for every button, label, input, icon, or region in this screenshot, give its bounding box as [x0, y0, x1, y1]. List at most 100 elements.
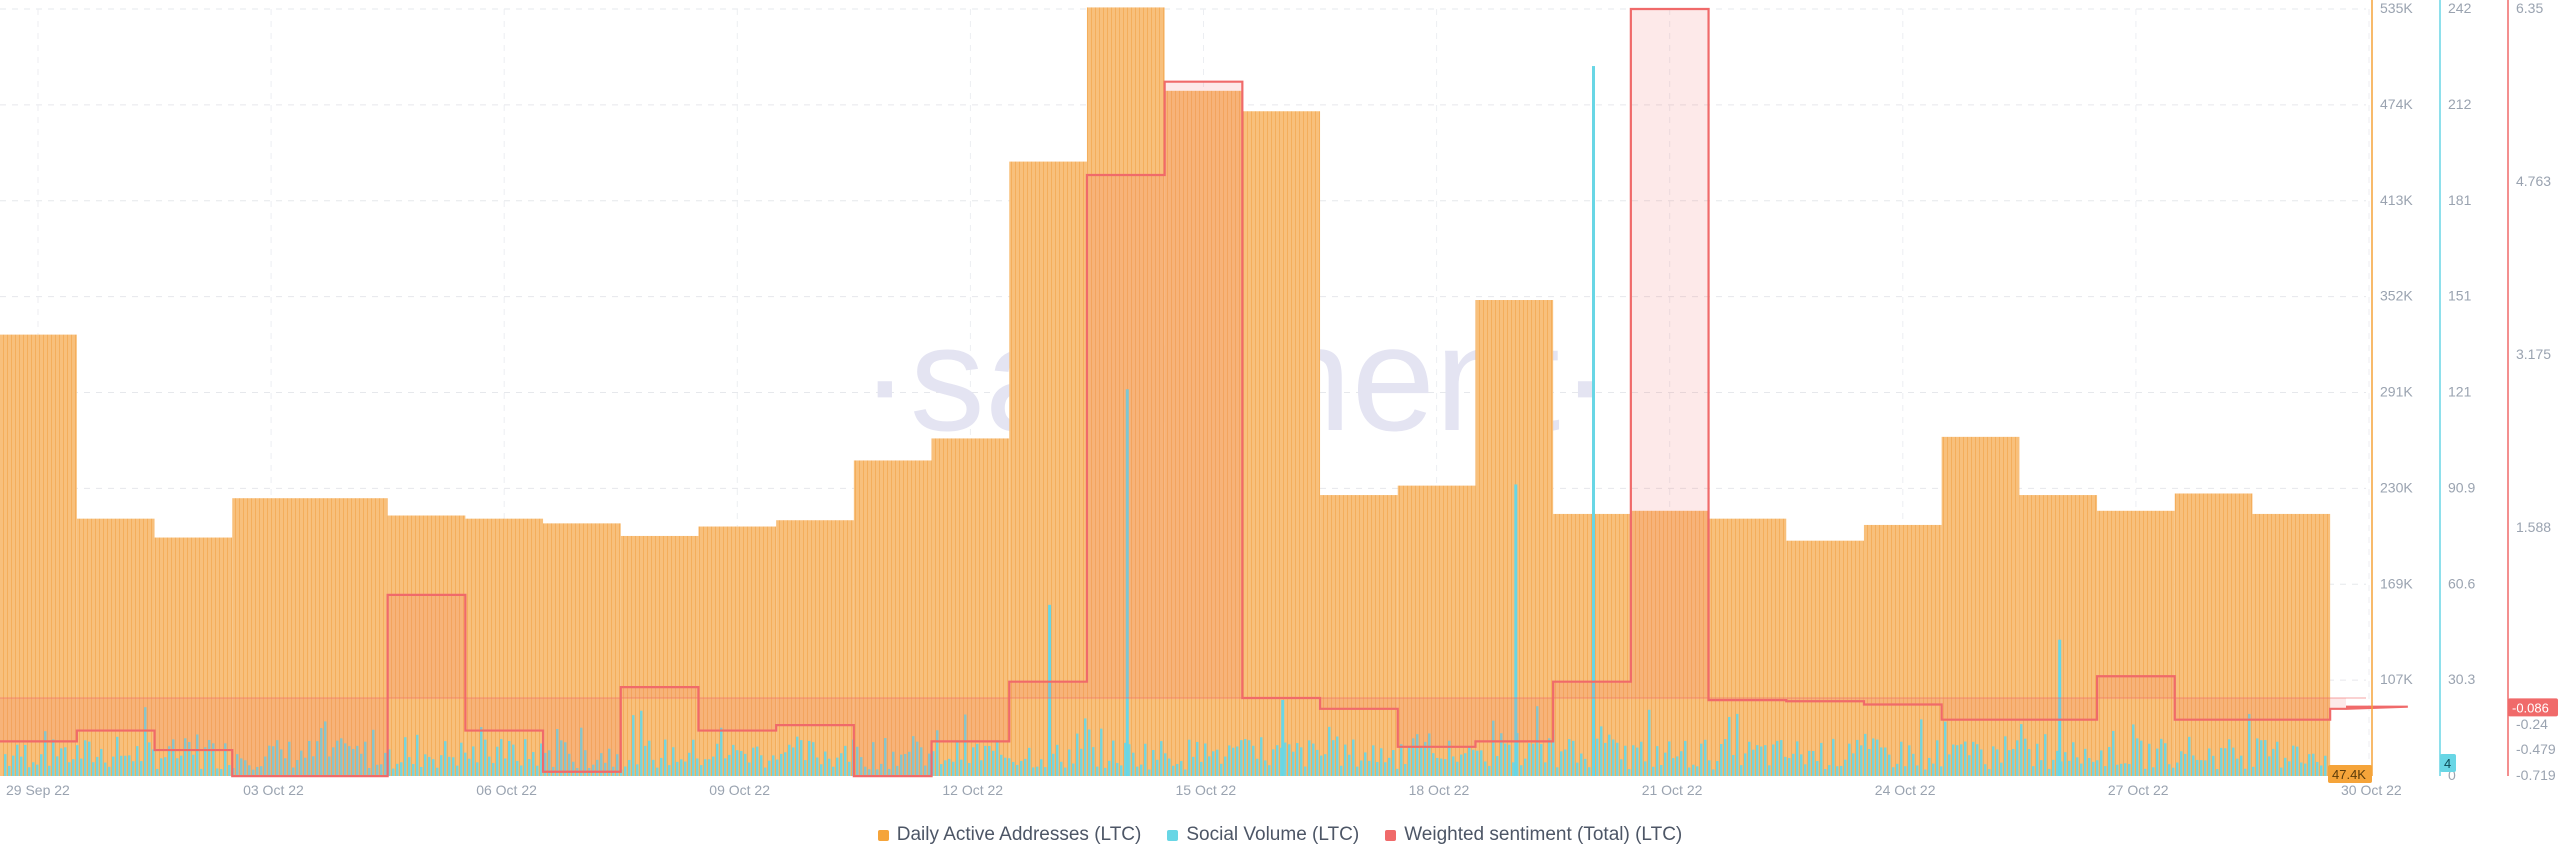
social-bar [1784, 756, 1787, 776]
social-bar [1844, 759, 1847, 776]
daa-bar [1863, 524, 1942, 776]
social-bar [628, 759, 631, 776]
social-bar [432, 759, 435, 776]
social-bar [1128, 744, 1131, 776]
social-bar [1324, 754, 1327, 776]
social-bar [520, 765, 523, 776]
social-bar [1496, 756, 1499, 776]
legend-item-sentiment[interactable]: Weighted sentiment (Total) (LTC) [1385, 824, 1682, 846]
social-bar [140, 761, 143, 776]
social-bar [1892, 767, 1895, 776]
sentiment-tick-label: -0.479 [2516, 741, 2556, 757]
daa-tick-label: 535K [2380, 0, 2413, 16]
social-bar [1272, 749, 1275, 776]
social-bar [424, 754, 427, 776]
daa-bar [1475, 300, 1554, 776]
sentiment-area [698, 697, 777, 731]
social-bar [804, 760, 807, 776]
social-bar [88, 741, 91, 776]
social-bar [1348, 754, 1351, 776]
social-bar [1080, 748, 1083, 776]
social-bar [440, 755, 443, 776]
social-bar [2196, 759, 2199, 776]
social-bar [1544, 762, 1547, 776]
social-bar [1052, 753, 1055, 776]
x-tick-label: 12 Oct 22 [942, 782, 1003, 798]
social-bar [764, 767, 767, 776]
social-bar [2092, 761, 2095, 776]
social-bar [344, 743, 347, 776]
social-bar [1584, 758, 1587, 776]
social-bar [2312, 753, 2315, 776]
sentiment-area [1086, 175, 1165, 698]
social-bar [1396, 768, 1399, 776]
sentiment-area [2097, 676, 2175, 698]
social-bar [1880, 747, 1883, 776]
sentiment-area [1475, 697, 1554, 742]
social-bar [2296, 746, 2299, 776]
social-bar [312, 756, 315, 776]
social-bar [136, 746, 139, 776]
social-bar [436, 767, 439, 776]
social-bar [1088, 729, 1091, 776]
social-bar [1352, 739, 1355, 776]
social-bar [1016, 764, 1019, 776]
social-bar [1888, 754, 1891, 776]
social-bar [372, 729, 375, 776]
social-bar [1520, 765, 1523, 776]
social-bar [44, 731, 47, 776]
social-bar [364, 741, 367, 776]
social-bar [1316, 749, 1319, 776]
social-bar [1340, 765, 1343, 776]
daa-bar [1242, 111, 1321, 777]
social-bar [1388, 757, 1391, 776]
social-bar [1696, 766, 1699, 776]
social-bar [1960, 744, 1963, 776]
social-bar [1848, 743, 1851, 776]
sentiment-area [931, 697, 1010, 742]
social-bar [168, 746, 171, 776]
daa-bar [154, 537, 233, 776]
social-tick-label: 212 [2448, 96, 2472, 112]
daa-bar [1941, 436, 2020, 776]
social-bar [2268, 756, 2271, 776]
social-bar [848, 761, 851, 776]
social-bar [1028, 747, 1031, 776]
social-bar [68, 762, 71, 776]
sentiment-area [2330, 697, 2346, 709]
social-bar [1700, 743, 1703, 776]
social-bar [1084, 718, 1087, 776]
social-tick-label: 121 [2448, 384, 2472, 400]
social-bar [516, 760, 519, 776]
social-bar [1404, 764, 1407, 776]
social-bar [1492, 720, 1495, 776]
social-bar [1392, 750, 1395, 776]
social-bar [212, 743, 215, 776]
social-bar [108, 766, 111, 776]
social-bar [988, 745, 991, 776]
social-bar [1436, 757, 1439, 776]
social-bar [124, 755, 127, 776]
social-bar [2236, 758, 2239, 776]
social-bar [1728, 716, 1731, 776]
social-bar [736, 750, 739, 776]
legend-item-daa[interactable]: Daily Active Addresses (LTC) [877, 824, 1141, 846]
social-bar [1864, 733, 1867, 776]
legend-item-social[interactable]: Social Volume (LTC) [1167, 824, 1359, 846]
sentiment-area [853, 697, 932, 777]
social-bar [1640, 741, 1643, 776]
social-bar [2024, 738, 2027, 776]
social-bar [980, 760, 983, 776]
social-bar [1852, 753, 1855, 776]
daa-tick-label: 169K [2380, 575, 2413, 591]
social-bar [1464, 753, 1467, 776]
social-bar [1940, 766, 1943, 776]
social-bar [1620, 759, 1623, 776]
social-bar [1992, 746, 1995, 776]
social-bar [1188, 739, 1191, 776]
social-bar [1480, 750, 1483, 776]
social-bar [2160, 738, 2163, 776]
sentiment-area [232, 697, 310, 777]
social-bar [2220, 747, 2223, 776]
